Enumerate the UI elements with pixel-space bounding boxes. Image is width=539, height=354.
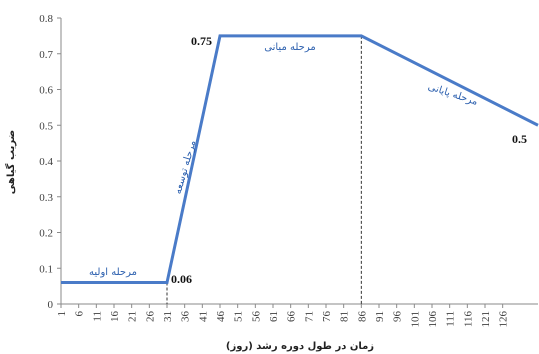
x-tick-label-12: 61 xyxy=(268,311,280,322)
x-tick-label-22: 111 xyxy=(445,311,457,327)
x-tick-label-5: 26 xyxy=(144,311,156,323)
y-tick-label-0: 0 xyxy=(48,299,54,311)
x-tick-label-6: 31 xyxy=(162,311,174,322)
x-tick-label-25: 126 xyxy=(498,311,510,328)
y-tick-label-7: 0.7 xyxy=(39,49,53,61)
y-axis-ticks: 0 0.1 0.2 0.3 0.4 0.5 0.6 0.7 0.8 xyxy=(39,13,61,311)
x-tick-label-7: 36 xyxy=(180,311,192,323)
y-tick-label-6: 0.6 xyxy=(39,85,53,97)
phase-label-mid: مرحله میانی xyxy=(264,42,315,53)
x-tick-label-14: 71 xyxy=(303,311,315,322)
x-tick-label-20: 101 xyxy=(409,311,421,328)
phase-label-development: مرحله توسعه xyxy=(173,139,199,195)
x-tick-label-1: 6 xyxy=(74,311,86,317)
y-tick-label-8: 0.8 xyxy=(39,13,53,25)
value-label-0-5: 0.5 xyxy=(512,132,527,146)
x-tick-label-15: 76 xyxy=(321,311,333,323)
x-tick-label-2: 11 xyxy=(91,311,103,322)
x-tick-label-16: 81 xyxy=(339,311,351,322)
value-label-0-75: 0.75 xyxy=(191,34,212,48)
phase-label-initial: مرحله اولیه xyxy=(89,267,137,278)
kc-series-line xyxy=(61,34,539,285)
x-tick-label-9: 46 xyxy=(215,311,227,323)
x-tick-label-10: 51 xyxy=(233,311,245,322)
y-tick-label-4: 0.4 xyxy=(39,156,53,168)
x-tick-label-21: 106 xyxy=(427,311,439,328)
x-tick-label-8: 41 xyxy=(197,311,209,322)
x-tick-label-0: 1 xyxy=(56,311,68,317)
x-axis-ticks: 1 6 11 16 21 26 31 36 41 46 51 56 61 66 71 76 81 86 91 96 10… xyxy=(56,304,510,328)
y-tick-label-2: 0.2 xyxy=(39,228,53,240)
phase-label-late: مرحله پایانی xyxy=(426,81,479,107)
x-tick-label-3: 16 xyxy=(109,311,121,323)
x-tick-label-23: 116 xyxy=(462,311,474,328)
value-label-0-06: 0.06 xyxy=(171,272,192,286)
x-tick-label-11: 56 xyxy=(250,311,262,323)
x-tick-label-13: 66 xyxy=(286,311,298,323)
y-tick-label-3: 0.3 xyxy=(39,192,53,204)
x-axis-label: زمان در طول دوره رشد (روز) xyxy=(226,341,374,352)
y-tick-label-1: 0.1 xyxy=(39,263,53,275)
y-axis-label: ضریب گیاهی xyxy=(4,130,17,194)
x-tick-label-19: 96 xyxy=(392,311,404,323)
x-tick-label-4: 21 xyxy=(127,311,139,322)
x-tick-label-17: 86 xyxy=(356,311,368,323)
y-tick-label-5: 0.5 xyxy=(39,120,53,132)
x-tick-label-18: 91 xyxy=(374,311,386,322)
x-tick-label-24: 121 xyxy=(480,311,492,328)
